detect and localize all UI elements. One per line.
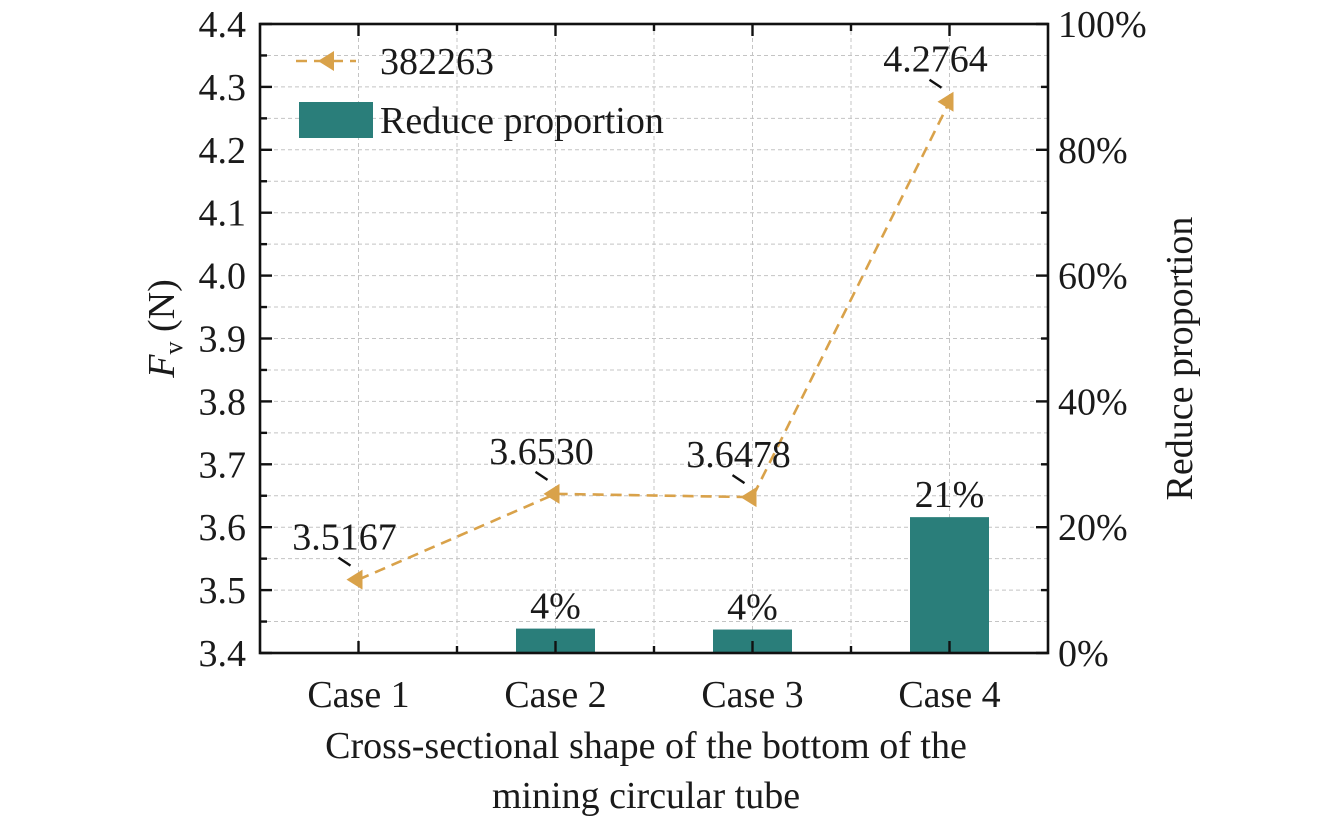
category-label: Case 2 — [504, 674, 606, 716]
left-tick-label: 4.2 — [199, 130, 247, 172]
point-label: 4.2764 — [883, 39, 988, 81]
point-label: 3.6478 — [686, 434, 791, 476]
legend: 382263 Reduce proportion — [296, 41, 664, 142]
left-tick-label: 4.1 — [199, 193, 247, 235]
right-tick-label: 80% — [1058, 130, 1128, 172]
left-tick-label: 4.0 — [199, 256, 247, 298]
y-axis-title-symbol: F — [141, 354, 183, 379]
right-tick-label: 20% — [1058, 507, 1128, 549]
left-tick-label: 4.3 — [199, 67, 247, 109]
grid — [260, 24, 1048, 653]
right-tick-label: 100% — [1058, 4, 1147, 46]
series-line — [357, 101, 951, 581]
data-point-marker — [543, 483, 560, 504]
label-leader — [928, 78, 943, 89]
left-tick-label: 3.9 — [199, 319, 247, 361]
legend-marker-swatch — [318, 51, 334, 71]
category-label: Case 1 — [307, 674, 409, 716]
legend-bar-swatch — [299, 102, 373, 138]
bar-label: 21% — [915, 474, 985, 516]
label-leader — [337, 556, 352, 567]
legend-label-bar: Reduce proportion — [380, 100, 664, 142]
bar-label: 4% — [530, 586, 581, 628]
category-label: Case 3 — [701, 674, 803, 716]
left-tick-label: 4.4 — [199, 4, 247, 46]
point-label: 3.5167 — [292, 517, 397, 559]
category-label: Case 4 — [898, 674, 1000, 716]
point-label: 3.6530 — [489, 431, 594, 473]
x-axis-title: mining circular tube — [492, 775, 800, 817]
left-tick-label: 3.4 — [199, 633, 247, 675]
y-axis-title-left: Fv (N) — [141, 279, 188, 378]
right-tick-label: 0% — [1058, 633, 1109, 675]
line-series — [346, 91, 954, 590]
legend-label-line: 382263 — [380, 41, 494, 83]
y-axis-title-right: Reduce proportion — [1159, 217, 1201, 501]
left-tick-label: 3.7 — [199, 444, 247, 486]
axes — [258, 22, 1050, 655]
right-tick-label: 40% — [1058, 381, 1128, 423]
bar — [910, 517, 989, 653]
y-axis-title-unit: (N) — [141, 279, 183, 341]
bars — [516, 517, 989, 653]
data-point-marker — [346, 569, 363, 590]
right-tick-label: 60% — [1058, 256, 1128, 298]
left-tick-label: 3.6 — [199, 507, 247, 549]
labels: 4% 4% 21% 3.5167 3.6530 3.6478 4.2764 3.4 3.5 3.6… — [141, 4, 1201, 817]
left-tick-label: 3.8 — [199, 381, 247, 423]
bar-label: 4% — [727, 587, 778, 629]
left-tick-label: 3.5 — [199, 570, 247, 612]
x-axis-title: Cross-sectional shape of the bottom of t… — [325, 725, 967, 767]
y-axis-title-subscript: v — [159, 342, 188, 355]
label-leader — [731, 474, 746, 485]
label-leader — [534, 470, 549, 481]
data-point-marker — [937, 91, 954, 112]
data-point-marker — [740, 487, 757, 508]
